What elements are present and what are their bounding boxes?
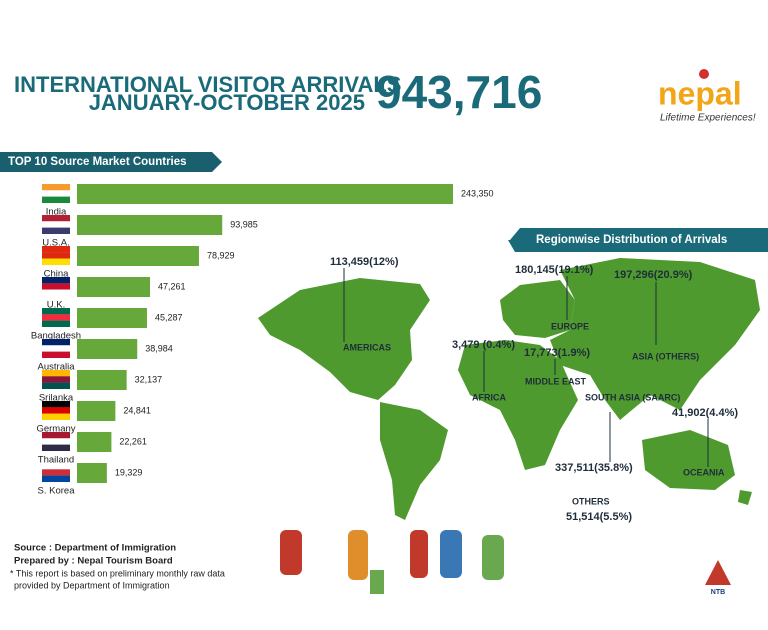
note: provided by Department of Immigration [14, 580, 170, 590]
category-label: Srilanka [39, 393, 74, 404]
logo-dot [699, 69, 709, 79]
bar-title: TOP 10 Source Market Countries [8, 156, 187, 168]
region-value: 197,296(20.9%) [614, 269, 693, 281]
flag [42, 351, 70, 358]
category-label: Thailand [38, 455, 74, 466]
flag [42, 320, 70, 327]
total: 943,716 [376, 66, 542, 118]
flag [42, 432, 70, 439]
flag [42, 196, 70, 203]
ntb-logo [705, 560, 731, 585]
title: INTERNATIONAL VISITOR ARRIVALS [14, 72, 401, 97]
region-name: ASIA (OTHERS) [632, 351, 699, 361]
value-label: 93,985 [230, 219, 258, 229]
map-title: Regionwise Distribution of Arrivals [536, 234, 727, 246]
flag [42, 215, 70, 222]
flag [42, 246, 70, 253]
value-label: 78,929 [207, 250, 235, 260]
bar [77, 246, 199, 266]
region-value: 180,145(19.1%) [515, 264, 594, 276]
flag [42, 277, 70, 284]
category-label: Germany [36, 424, 75, 435]
region-value: 3,479 (0.4%) [452, 339, 515, 351]
bar [77, 401, 116, 421]
flag [42, 413, 70, 420]
category-label: China [44, 269, 70, 280]
region-value: 337,511(35.8%) [555, 462, 633, 474]
flag [42, 252, 70, 259]
category-label: U.K. [47, 300, 65, 311]
region-name: SOUTH ASIA (SAARC) [585, 392, 680, 402]
category-label: U.S.A. [42, 238, 69, 249]
value-label: 24,841 [123, 405, 151, 415]
flag [42, 376, 70, 383]
flag [42, 407, 70, 414]
flag [42, 463, 70, 470]
flag [42, 469, 70, 476]
bar-banner [0, 152, 222, 172]
flag [42, 184, 70, 191]
flag [42, 221, 70, 228]
value-label: 38,984 [145, 343, 173, 353]
region-value: 41,902(4.4%) [672, 407, 738, 419]
region-name: AFRICA [472, 392, 506, 402]
flag [42, 401, 70, 408]
tagline: Lifetime Experiences! [660, 113, 756, 124]
flag [42, 258, 70, 265]
bar [77, 370, 127, 390]
flag [42, 190, 70, 197]
category-label: S. Korea [38, 486, 76, 497]
flag [42, 308, 70, 315]
region-name: OTHERS [572, 496, 610, 506]
bar [77, 215, 223, 235]
value-label: 243,350 [461, 188, 494, 198]
flag [42, 475, 70, 482]
bar [77, 308, 147, 328]
region-value: 17,773(1.9%) [524, 347, 590, 359]
bar [77, 277, 151, 297]
flag [42, 444, 70, 451]
value-label: 32,137 [135, 374, 163, 384]
ntb-text: NTB [711, 589, 725, 596]
flag [42, 289, 70, 296]
region-value: 113,459(12%) [330, 256, 399, 268]
region-name: MIDDLE EAST [525, 376, 587, 386]
flag [42, 382, 70, 389]
value-label: 22,261 [119, 436, 147, 446]
value-label: 45,287 [155, 312, 183, 322]
map-banner [508, 228, 768, 252]
category-label: Bangladesh [31, 331, 81, 342]
logo: nepal [658, 75, 742, 111]
prepared: Prepared by : Nepal Tourism Board [14, 556, 173, 567]
value-label: 47,261 [158, 281, 186, 291]
flag [42, 370, 70, 377]
bar [77, 432, 112, 452]
period: JANUARY-OCTOBER 2025 [89, 90, 365, 115]
flag [42, 314, 70, 321]
flag [42, 345, 70, 352]
region-name: AMERICAS [343, 342, 391, 352]
flag [42, 227, 70, 234]
source: Source : Department of Immigration [14, 543, 176, 554]
bar [77, 184, 453, 204]
note: * This report is based on preliminary mo… [10, 568, 225, 578]
bar [77, 463, 107, 483]
leader-lines [343, 268, 709, 467]
value-label: 19,329 [115, 467, 143, 477]
category-label: Australia [38, 362, 76, 373]
bar [77, 339, 138, 359]
world-map [258, 258, 760, 520]
flag [42, 339, 70, 346]
region-value: 51,514(5.5%) [566, 511, 632, 523]
category-label: India [46, 207, 67, 218]
people-illustration [280, 530, 504, 594]
flag [42, 283, 70, 290]
flag [42, 438, 70, 445]
region-name: EUROPE [551, 321, 589, 331]
region-name: OCEANIA [683, 467, 725, 477]
